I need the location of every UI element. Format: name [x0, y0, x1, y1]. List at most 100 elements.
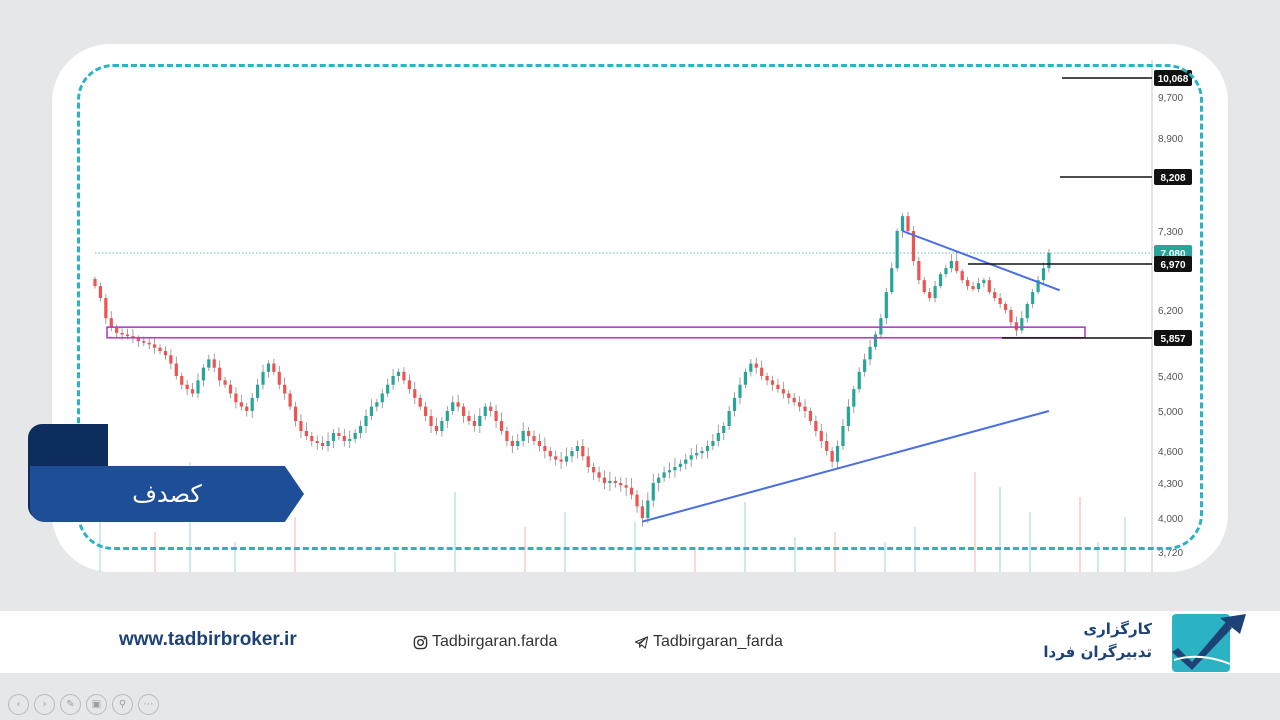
- candle-body: [825, 441, 829, 451]
- pen-icon[interactable]: ✎: [60, 694, 81, 715]
- candle-body: [315, 441, 319, 443]
- candle-body: [635, 494, 639, 507]
- candle-body: [781, 389, 785, 394]
- candle-body: [1031, 292, 1035, 305]
- candle-body: [917, 261, 921, 281]
- candle-body: [597, 472, 601, 478]
- candle-body: [272, 363, 276, 372]
- candle-body: [104, 298, 108, 319]
- candle-body: [868, 346, 872, 360]
- next-icon[interactable]: ›: [34, 694, 55, 715]
- price-label: 10,068: [1158, 74, 1189, 85]
- candle-body: [684, 459, 688, 464]
- candle-body: [483, 406, 487, 416]
- candle-body: [760, 367, 764, 376]
- candle-body: [770, 380, 775, 385]
- candle-body: [629, 487, 634, 495]
- candle-body: [971, 286, 975, 290]
- candle-body: [321, 443, 325, 446]
- candle-body: [792, 397, 796, 403]
- candle-body: [234, 393, 238, 403]
- candle-body: [396, 371, 401, 376]
- candle-body: [852, 389, 856, 407]
- candle-body: [803, 406, 807, 411]
- candle-body: [125, 334, 130, 337]
- candle-body: [369, 406, 374, 416]
- candle-body: [906, 216, 910, 231]
- candle-body: [424, 406, 428, 416]
- brand-name: کارگزاری تدبیرگران فردا: [1043, 618, 1152, 664]
- website-link[interactable]: www.tadbirbroker.ir: [119, 629, 297, 650]
- candle-body: [527, 431, 531, 436]
- candle-body: [440, 421, 444, 431]
- candle-body: [554, 456, 558, 460]
- candle-body: [331, 433, 336, 441]
- ticker-banner: کصدف: [30, 466, 304, 522]
- candle-body: [640, 506, 645, 518]
- support-zone: [106, 326, 1086, 339]
- candle-body: [147, 342, 151, 345]
- price-label-bg: [1154, 169, 1192, 185]
- candle-body: [662, 472, 666, 478]
- price-label: 8,208: [1160, 173, 1185, 184]
- candle-body: [326, 441, 330, 446]
- candle-body: [900, 216, 905, 231]
- candle-body: [342, 436, 346, 441]
- candle-body: [386, 384, 390, 394]
- candle-body: [185, 384, 189, 390]
- candle-body: [543, 446, 547, 451]
- candle-body: [998, 298, 1002, 305]
- candle-body: [922, 280, 926, 293]
- candle-body: [841, 426, 845, 446]
- candle-body: [499, 421, 504, 431]
- prev-icon[interactable]: ‹: [8, 694, 29, 715]
- candle-body: [857, 371, 861, 390]
- candle-body: [190, 389, 195, 394]
- candle-body: [873, 334, 878, 347]
- candle-body: [288, 393, 292, 407]
- candle-body: [722, 426, 726, 433]
- candle-body: [846, 406, 850, 426]
- candle-body: [337, 433, 341, 436]
- candle-body: [109, 318, 113, 328]
- candle-body: [657, 477, 661, 483]
- candle-body: [575, 446, 579, 451]
- candle-body: [830, 451, 834, 462]
- axis-tick-label: 5,400: [1158, 372, 1183, 383]
- candle-body: [364, 416, 368, 426]
- price-label: 7,080: [1160, 249, 1185, 260]
- brand-line2: تدبیرگران فردا: [1043, 643, 1152, 661]
- candle-body: [239, 402, 243, 407]
- candle-body: [228, 384, 233, 394]
- axis-tick-label: 6,200: [1158, 306, 1183, 317]
- candle-body: [163, 351, 168, 356]
- candle-body: [434, 426, 439, 431]
- candle-body: [402, 371, 406, 381]
- candle-body: [429, 416, 433, 426]
- candle-body: [1009, 310, 1013, 323]
- candle-body: [212, 359, 216, 368]
- zoom-icon[interactable]: ⚲: [112, 694, 133, 715]
- axis-tick-label: 5,000: [1158, 407, 1183, 418]
- more-icon[interactable]: ⋯: [138, 694, 159, 715]
- telegram-handle[interactable]: Tadbirgaran_farda: [634, 633, 783, 651]
- candle-body: [586, 456, 590, 467]
- candle-body: [754, 363, 758, 368]
- axis-tick-label: 3,720: [1158, 548, 1183, 559]
- candle-body: [960, 271, 964, 281]
- candle-body: [467, 416, 471, 421]
- axis-tick-label: 4,600: [1158, 447, 1183, 458]
- candle-body: [749, 363, 753, 372]
- instagram-handle[interactable]: Tadbirgaran.farda: [413, 633, 557, 651]
- candle-body: [207, 359, 211, 368]
- candle-body: [743, 371, 747, 385]
- candle-body: [559, 459, 563, 462]
- candle-body: [169, 355, 173, 364]
- candle-body: [933, 286, 937, 299]
- candle-body: [982, 280, 986, 284]
- candle-body: [938, 274, 943, 287]
- slides-icon[interactable]: ▣: [86, 694, 107, 715]
- candle-body: [174, 363, 178, 376]
- candle-body: [1020, 318, 1024, 331]
